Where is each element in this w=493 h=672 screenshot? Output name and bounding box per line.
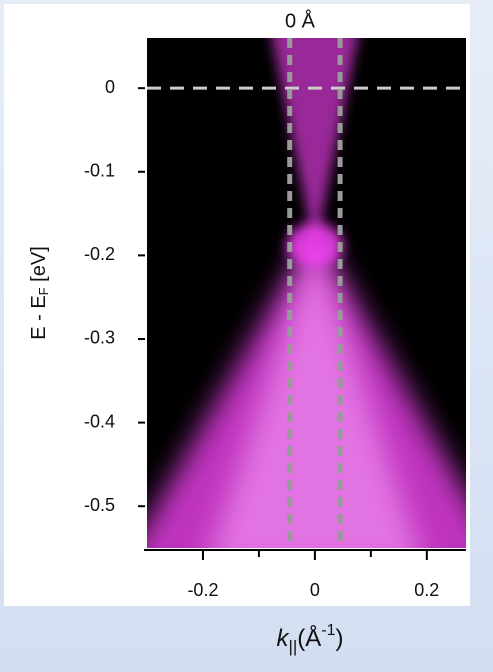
x-label-end: ) [336, 625, 344, 652]
x-tick-label: -0.2 [187, 580, 218, 600]
y-tick-label: -0.5 [84, 495, 115, 515]
intensity-apex [286, 223, 343, 268]
y-tick-label: -0.2 [84, 244, 115, 264]
x-tick-label: 0 [310, 580, 320, 600]
plot-area [147, 38, 466, 548]
x-label-mid: (Å [297, 624, 321, 652]
x-label-main: k [276, 625, 290, 652]
x-tick-label: 0.2 [414, 580, 439, 600]
y-label-main: E - E [28, 295, 50, 339]
y-tick-label: -0.1 [84, 161, 115, 181]
x-label-sup: -1 [321, 622, 335, 639]
y-label-end: [eV] [28, 246, 50, 287]
y-tick-label: -0.3 [84, 328, 115, 348]
x-axis-label: k||(Å-1) [276, 622, 343, 656]
intensity-lower-core [211, 240, 419, 548]
chart-title: 0 Å [285, 9, 316, 32]
y-label-sub: F [36, 287, 51, 295]
intensity-upper-cone [271, 38, 358, 251]
y-tick-label: 0 [105, 77, 115, 97]
y-axis-label: E - EF [eV] [28, 246, 51, 340]
y-tick-label: -0.4 [84, 411, 115, 431]
x-label-sub: || [288, 637, 297, 656]
